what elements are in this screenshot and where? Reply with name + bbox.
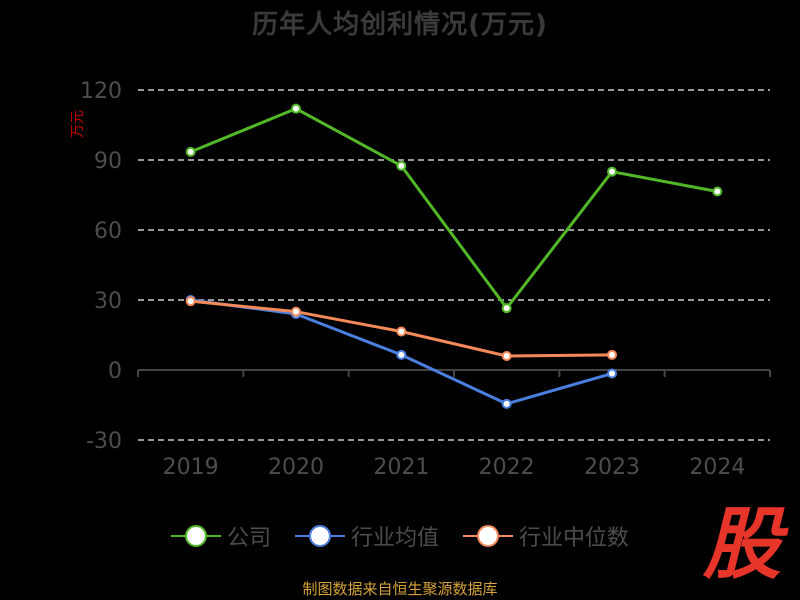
data-point[interactable] <box>501 351 512 361</box>
y-axis-label: 万元 <box>70 110 86 138</box>
legend-item-company[interactable]: 公司 <box>170 520 271 552</box>
data-point[interactable] <box>185 296 196 307</box>
brand-logo: 股 <box>702 500 781 590</box>
chart-title: 历年人均创利情况(万元) <box>252 10 548 40</box>
x-tick-label: 2024 <box>689 455 745 480</box>
x-tick-label: 2023 <box>584 455 640 480</box>
y-tick-label: 120 <box>80 79 122 104</box>
data-point[interactable] <box>607 368 617 379</box>
data-point[interactable] <box>501 398 512 409</box>
y-tick-label: 90 <box>94 149 122 174</box>
axis-layer: 120 90 60 30 0 -30 2019 2020 2021 2022 2023 2024 <box>80 79 771 480</box>
legend-marker-industry-median <box>463 525 513 547</box>
grid-layer <box>138 89 770 441</box>
x-tick-label: 2020 <box>268 455 324 480</box>
data-point[interactable] <box>501 303 512 314</box>
data-point[interactable] <box>607 166 617 177</box>
x-tick-label: 2021 <box>373 455 429 480</box>
data-point[interactable] <box>607 349 617 360</box>
data-point[interactable] <box>712 186 723 197</box>
legend-label: 行业中位数 <box>519 526 630 551</box>
data-point[interactable] <box>291 306 301 317</box>
y-tick-label: 60 <box>94 219 122 244</box>
legend-item-industry-avg[interactable]: 行业均值 <box>294 520 439 552</box>
legend-marker-industry-avg <box>294 525 345 547</box>
legend: 公司 行业均值 行业中位数 <box>0 520 800 552</box>
legend-label: 行业均值 <box>350 526 439 551</box>
data-point[interactable] <box>185 146 196 157</box>
legend-marker-company <box>170 525 221 547</box>
data-source-note: 制图数据来自恒生聚源数据库 <box>302 580 498 598</box>
series-layer <box>185 103 723 409</box>
y-tick-label: 0 <box>108 359 122 384</box>
data-point[interactable] <box>291 103 301 114</box>
data-point[interactable] <box>396 326 407 337</box>
y-tick-label: -30 <box>86 429 122 454</box>
data-point[interactable] <box>396 349 407 360</box>
data-point[interactable] <box>396 160 407 171</box>
x-tick-label: 2019 <box>163 455 219 480</box>
x-tick-label: 2022 <box>479 455 535 480</box>
legend-item-industry-median[interactable]: 行业中位数 <box>463 520 629 552</box>
y-tick-label: 30 <box>94 289 122 314</box>
legend-label: 公司 <box>226 526 271 551</box>
series-line-0 <box>190 107 718 310</box>
